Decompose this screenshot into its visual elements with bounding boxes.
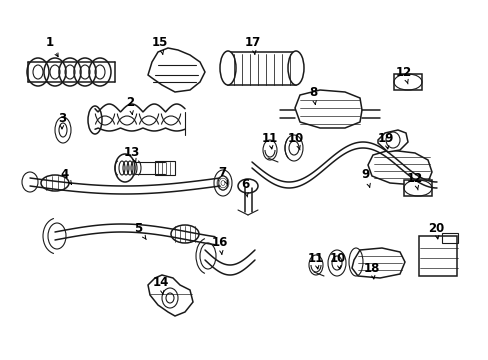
Text: 10: 10 (329, 252, 346, 269)
Polygon shape (148, 275, 193, 316)
Text: 9: 9 (361, 168, 369, 187)
Text: 12: 12 (406, 171, 422, 190)
Ellipse shape (115, 154, 135, 182)
Text: 5: 5 (134, 221, 146, 239)
Polygon shape (351, 248, 404, 278)
Ellipse shape (287, 51, 304, 85)
Ellipse shape (200, 243, 216, 269)
Ellipse shape (308, 255, 323, 275)
Ellipse shape (48, 223, 66, 249)
Bar (393, 74, 421, 90)
Text: 4: 4 (61, 168, 71, 184)
Text: 12: 12 (395, 66, 411, 84)
Bar (403, 180, 431, 196)
Ellipse shape (285, 135, 303, 161)
Text: 18: 18 (363, 261, 379, 279)
Ellipse shape (171, 225, 199, 243)
Polygon shape (294, 90, 361, 128)
Text: 14: 14 (153, 275, 169, 294)
Text: 11: 11 (307, 252, 324, 269)
Bar (418, 236, 456, 276)
Text: 17: 17 (244, 36, 261, 54)
Ellipse shape (41, 175, 69, 191)
Text: 20: 20 (427, 221, 443, 239)
Text: 13: 13 (123, 145, 140, 162)
Text: 15: 15 (151, 36, 168, 54)
Ellipse shape (214, 170, 231, 196)
Polygon shape (377, 130, 407, 152)
Text: 16: 16 (211, 235, 228, 254)
Text: 8: 8 (308, 85, 317, 104)
Polygon shape (148, 48, 204, 92)
Text: 7: 7 (218, 166, 227, 184)
Polygon shape (367, 150, 431, 185)
Text: 11: 11 (262, 131, 278, 149)
Ellipse shape (220, 51, 236, 85)
Ellipse shape (263, 140, 276, 160)
Text: 3: 3 (58, 112, 66, 129)
Bar (441, 233, 457, 243)
Text: 19: 19 (377, 131, 393, 149)
Text: 10: 10 (287, 131, 304, 150)
Text: 2: 2 (126, 95, 134, 114)
Bar (227, 51, 295, 85)
Bar (155, 161, 175, 175)
Ellipse shape (327, 250, 346, 276)
Text: 1: 1 (46, 36, 58, 57)
Text: 6: 6 (241, 179, 248, 197)
